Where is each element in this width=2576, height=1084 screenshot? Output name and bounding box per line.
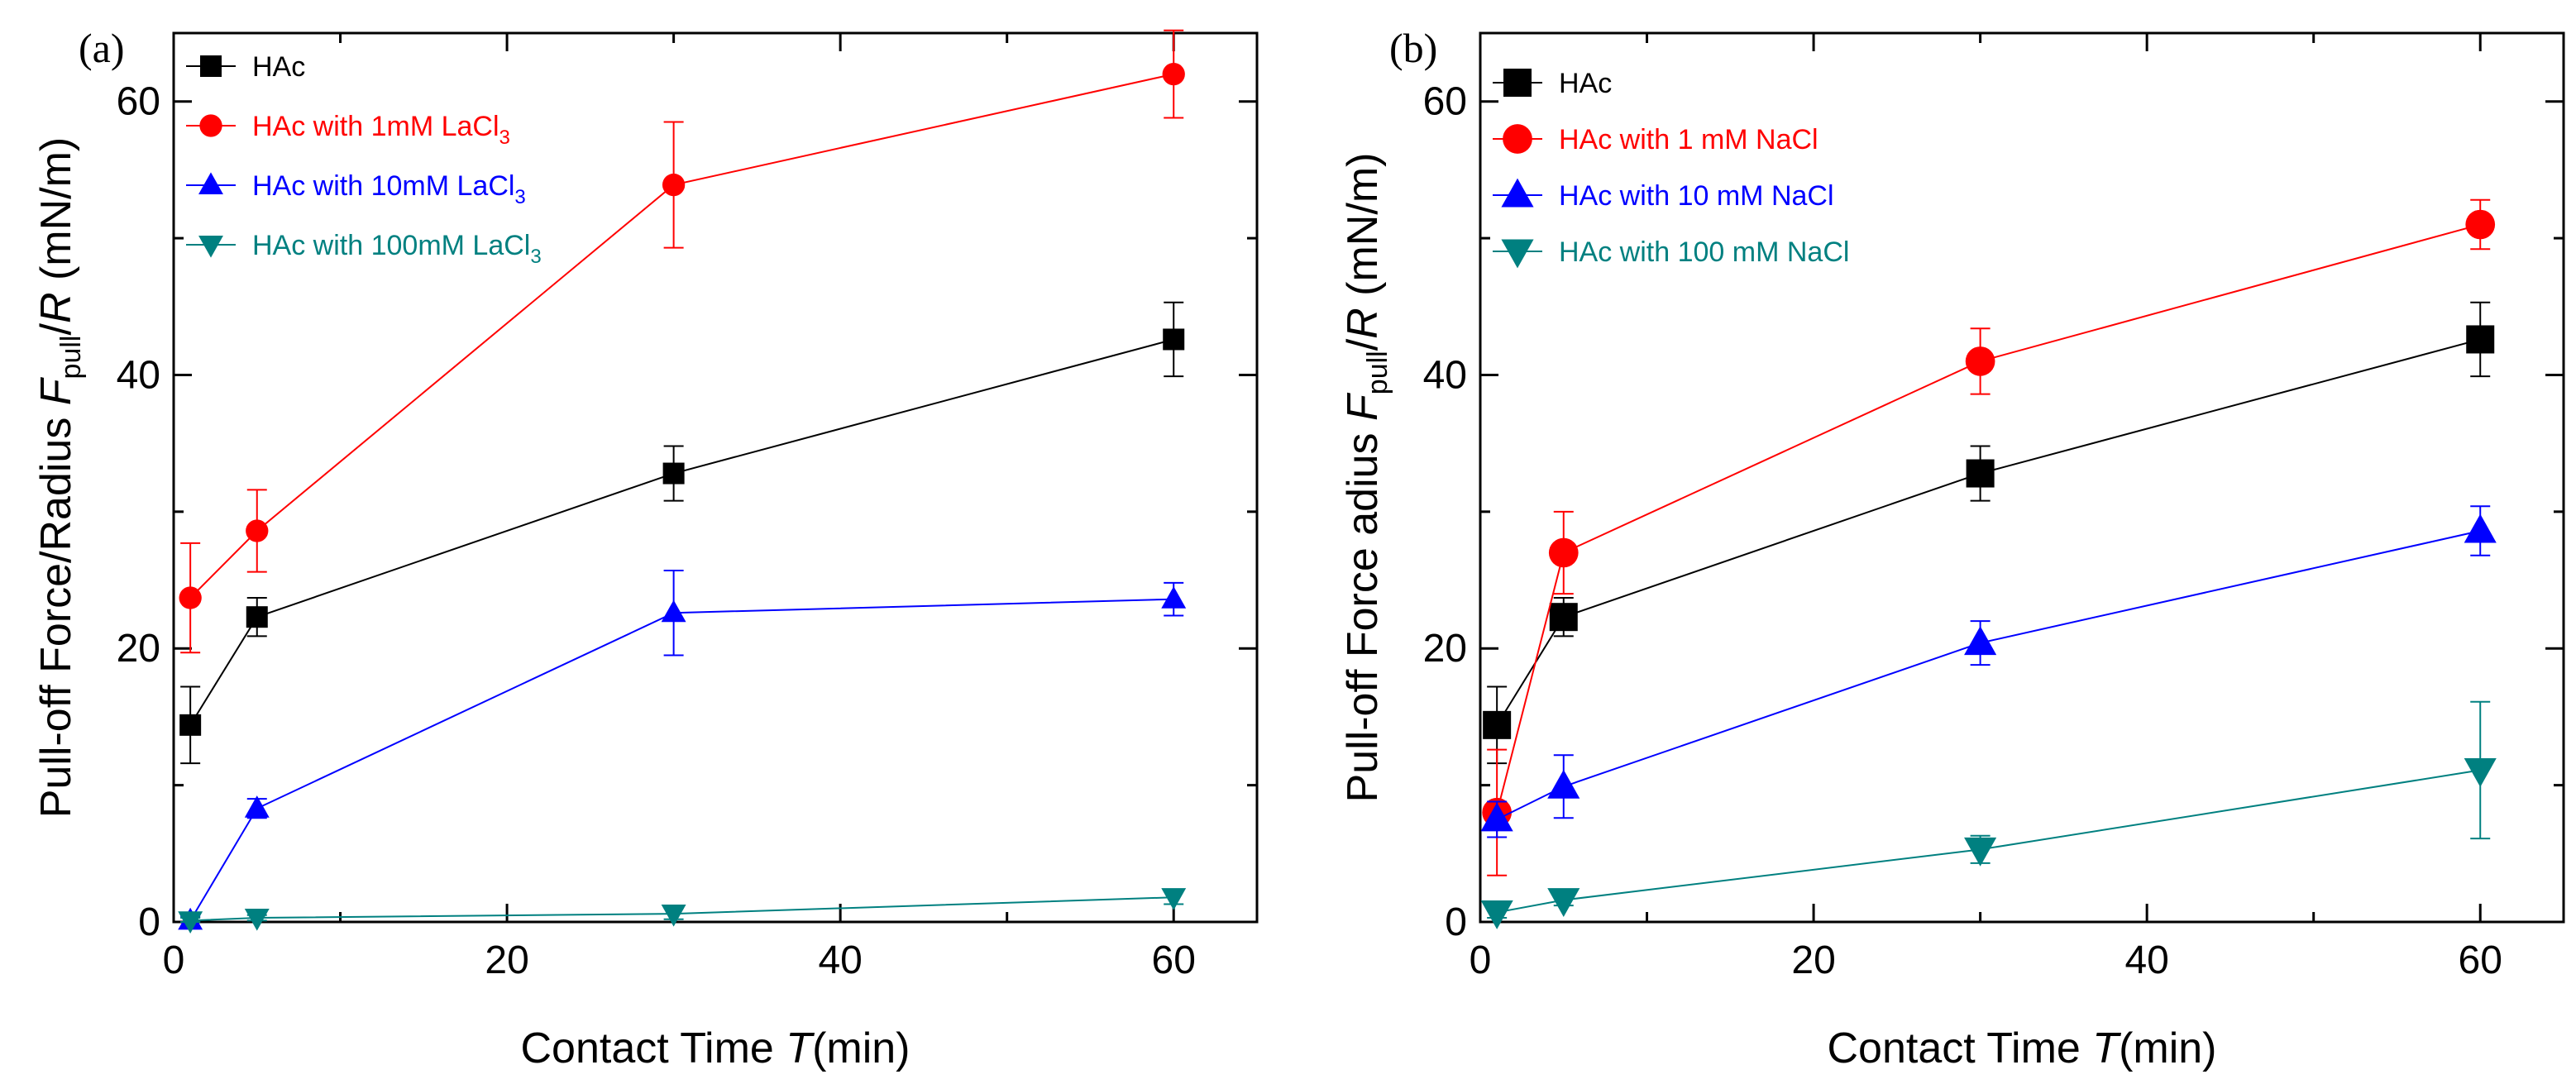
x-axis-title: Contact Time T(min) [521, 1024, 910, 1072]
plot-frame [1479, 31, 2565, 924]
series-line [1496, 223, 2481, 813]
x-tick-label: 20 [1791, 938, 1835, 982]
chart-panel-b: 0 20 40 60 0 20 40 60 Contact Time T(min) Pull-of… [1339, 25, 2565, 1072]
series-line [189, 598, 1174, 921]
y-tick-label: 40 [1423, 353, 1467, 397]
data-point [661, 905, 686, 927]
data-point [1965, 346, 1995, 376]
legend-label: HAc with 1 mM NaCl [1559, 124, 1818, 155]
series-2 [1480, 505, 2497, 838]
x-axis-title: Contact Time T(min) [1828, 1024, 2217, 1072]
series-line [189, 73, 1174, 599]
data-point [2464, 757, 2497, 787]
data-point [1163, 328, 1185, 351]
legend-entry: HAc with 100 mM NaCl [1493, 236, 1849, 269]
x-tick-label: 60 [1152, 938, 1196, 982]
data-point [1547, 888, 1580, 917]
data-point [244, 908, 270, 931]
x-tick-label: 40 [818, 938, 862, 982]
y-tick-label: 40 [117, 353, 160, 397]
y-tick-label: 20 [1423, 627, 1467, 671]
legend-label: HAc with 100 mM NaCl [1559, 236, 1849, 268]
panel-label: (b) [1389, 25, 1437, 71]
data-point [246, 606, 268, 628]
data-point [1547, 769, 1580, 799]
data-point [1966, 459, 1995, 488]
legend-entry: HAc with 10mM LaCl3 [186, 170, 526, 208]
series-1 [179, 29, 1185, 654]
series-line [1496, 769, 2481, 914]
y-tick-label: 60 [1423, 80, 1467, 124]
series-line [189, 338, 1174, 726]
data-point [1161, 586, 1187, 609]
data-point [1483, 710, 1512, 739]
series-line [190, 896, 1174, 922]
data-point [2465, 209, 2496, 240]
data-point [1964, 626, 1997, 656]
legend-marker [198, 172, 223, 195]
legend-marker [1503, 124, 1532, 154]
series-2 [178, 569, 1187, 930]
legend-label: HAc [1559, 68, 1612, 99]
y-axis-title: Pull-off Force adius Fpull/R (mN/m) [1339, 153, 1393, 803]
legend-marker [1503, 69, 1532, 97]
series-1 [1482, 198, 2496, 876]
panel-label: (a) [79, 25, 125, 71]
data-point [2464, 513, 2497, 543]
y-tick-label: 60 [117, 80, 160, 124]
legend-marker [1501, 239, 1534, 269]
legend-label: HAc with 10 mM NaCl [1559, 180, 1834, 212]
data-point [661, 599, 686, 623]
data-point [1480, 900, 1513, 929]
legend-marker [198, 235, 223, 258]
series-0 [179, 301, 1185, 765]
legend-entry: HAc with 1mM LaCl3 [186, 111, 510, 149]
legend-marker [1501, 178, 1534, 208]
data-point [2466, 325, 2495, 354]
data-point [1549, 603, 1578, 632]
legend-label: HAc with 1mM LaCl3 [252, 111, 510, 149]
series-3 [178, 888, 1187, 934]
legend-marker [199, 114, 222, 137]
chart-panel-a: 0 20 40 60 0 20 40 60 Contact Time T(min) Pull-of… [32, 25, 1259, 1072]
data-point [1162, 62, 1185, 86]
x-tick-label: 0 [1470, 938, 1492, 982]
series-3 [1480, 700, 2497, 929]
x-tick-label: 60 [2459, 938, 2502, 982]
x-tick-label: 40 [2124, 938, 2168, 982]
x-tick-label: 20 [485, 938, 528, 982]
legend-label: HAc with 100mM LaCl3 [252, 230, 542, 268]
data-point [1548, 537, 1579, 568]
data-point [662, 462, 685, 485]
series-line [1496, 338, 2481, 726]
data-point [178, 911, 203, 934]
legend-label: HAc with 10mM LaCl3 [252, 170, 526, 208]
y-tick-label: 0 [1445, 900, 1467, 944]
legend-entry: HAc with 100mM LaCl3 [186, 230, 542, 268]
data-point [179, 586, 202, 609]
data-point [1480, 802, 1513, 832]
x-tick-label: 0 [163, 938, 185, 982]
series-line [1496, 530, 2481, 820]
data-point [246, 519, 269, 542]
data-point [1161, 888, 1187, 910]
legend-entry: HAc with 10 mM NaCl [1493, 178, 1834, 212]
legend-entry: HAc with 1 mM NaCl [1493, 124, 1818, 155]
legend-entry: HAc [186, 51, 305, 83]
legend-marker [200, 55, 222, 77]
data-point [244, 795, 270, 818]
legend-entry: HAc [1493, 68, 1612, 99]
y-tick-label: 20 [117, 627, 160, 671]
y-tick-label: 0 [138, 900, 160, 944]
plot-frame [172, 31, 1259, 924]
legend-label: HAc [252, 51, 305, 83]
y-axis-title: Pull-off Force/Radius Fpull/R (mN/m) [32, 137, 87, 818]
data-point [662, 173, 686, 197]
data-point [179, 714, 202, 736]
data-point [1964, 837, 1997, 867]
